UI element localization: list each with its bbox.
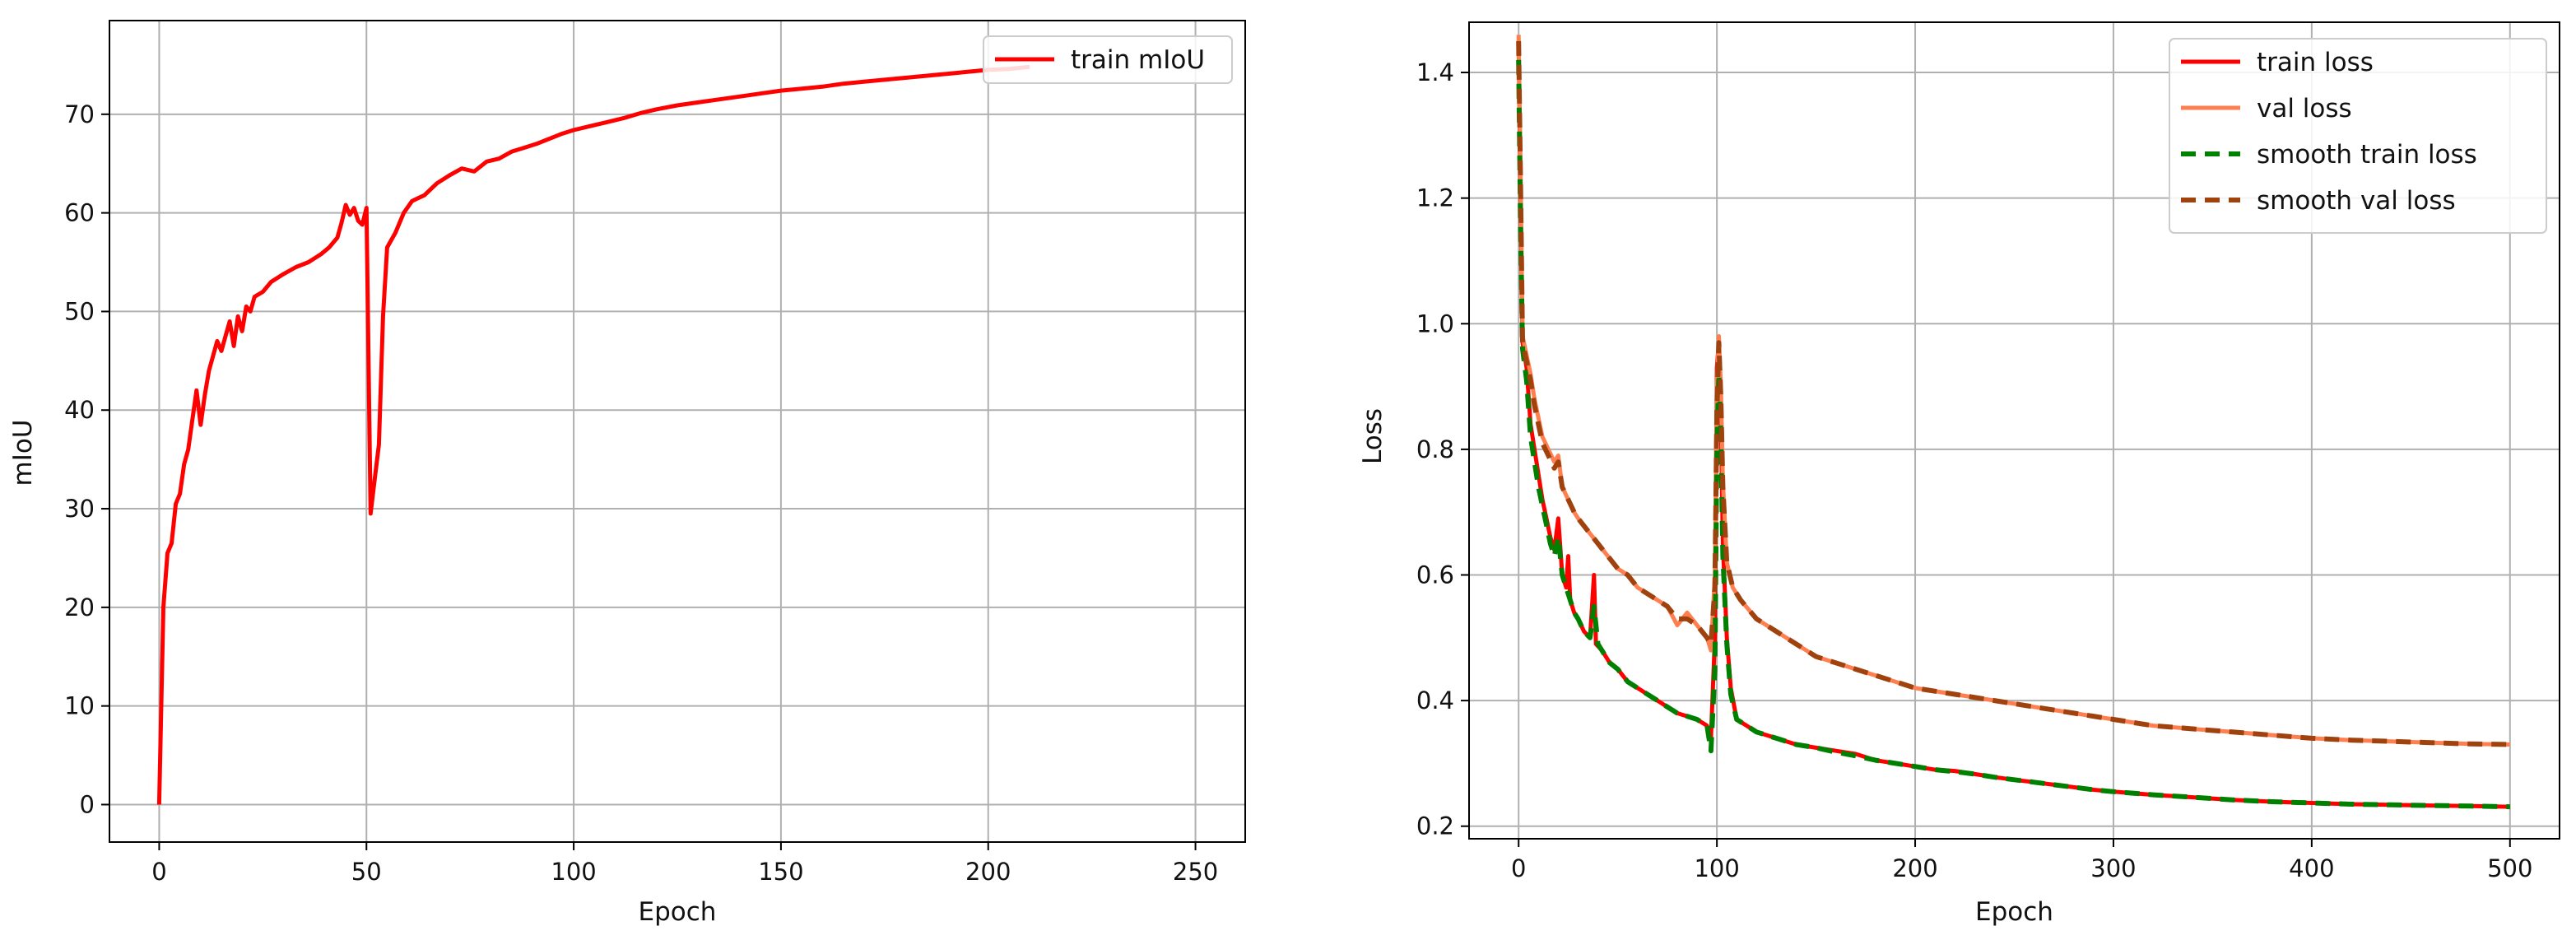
y-tick-label: 1.0 <box>1416 309 1454 337</box>
x-tick-label: 150 <box>758 858 803 886</box>
y-tick-label: 0.2 <box>1416 812 1454 840</box>
x-tick-label: 200 <box>1892 854 1937 882</box>
series-line-smooth-val-loss <box>1516 40 2510 747</box>
x-tick-label: 50 <box>351 858 382 886</box>
x-tick-label: 400 <box>2289 854 2334 882</box>
y-tick-label: 20 <box>64 593 95 621</box>
x-tick-label: 100 <box>551 858 596 886</box>
legend-label: train loss <box>2257 48 2374 77</box>
x-axis-label: Epoch <box>1975 897 2053 927</box>
x-tick-label: 0 <box>151 858 166 886</box>
series-line-train-miou <box>156 64 1030 805</box>
x-tick-label: 250 <box>1173 858 1218 886</box>
y-tick-label: 0.6 <box>1416 561 1454 589</box>
plot-area <box>1516 35 2510 810</box>
legend-box <box>983 35 1233 84</box>
legend-label: smooth val loss <box>2257 186 2456 216</box>
y-tick-label: 40 <box>64 396 95 424</box>
legend-label: train mIoU <box>1071 45 1205 75</box>
y-tick-label: 0.8 <box>1416 435 1454 463</box>
x-tick-label: 100 <box>1694 854 1739 882</box>
y-tick-label: 0 <box>80 790 95 818</box>
legend: train mIoU <box>983 35 1233 84</box>
x-axis-label: Epoch <box>639 897 717 927</box>
y-axis-label: mIoU <box>8 420 38 486</box>
legend-label: smooth train loss <box>2257 140 2477 170</box>
y-tick-label: 10 <box>64 692 95 720</box>
y-tick-label: 30 <box>64 495 95 523</box>
y-tick-label: 60 <box>64 199 95 227</box>
loss-chart: 0 100 200 300 400 500 0.2 0.4 0.6 0.8 1.0 1.2 1.4 Epo… <box>1358 21 2560 927</box>
x-tick-label: 0 <box>1511 854 1526 882</box>
legend: train loss val loss smooth train loss smoot… <box>2169 38 2547 234</box>
x-tick-label: 200 <box>965 858 1011 886</box>
miou-chart: 0 50 100 150 200 250 0 10 20 30 40 50 60 70 Epoch mIoU t… <box>8 20 1246 927</box>
y-axis-label: Loss <box>1358 408 1388 464</box>
y-tick-label: 1.4 <box>1416 58 1454 86</box>
axes-frame <box>1468 21 2560 840</box>
x-tick-label: 500 <box>2487 854 2532 882</box>
y-tick-label: 70 <box>64 100 95 128</box>
y-tick-label: 0.4 <box>1416 686 1454 714</box>
legend-label: val loss <box>2257 94 2352 123</box>
axes-frame <box>109 20 1246 843</box>
x-tick-label: 300 <box>2090 854 2136 882</box>
y-tick-label: 1.2 <box>1416 184 1454 212</box>
legend-box <box>2169 38 2547 234</box>
plot-area <box>156 64 1030 805</box>
y-tick-label: 50 <box>64 297 95 325</box>
